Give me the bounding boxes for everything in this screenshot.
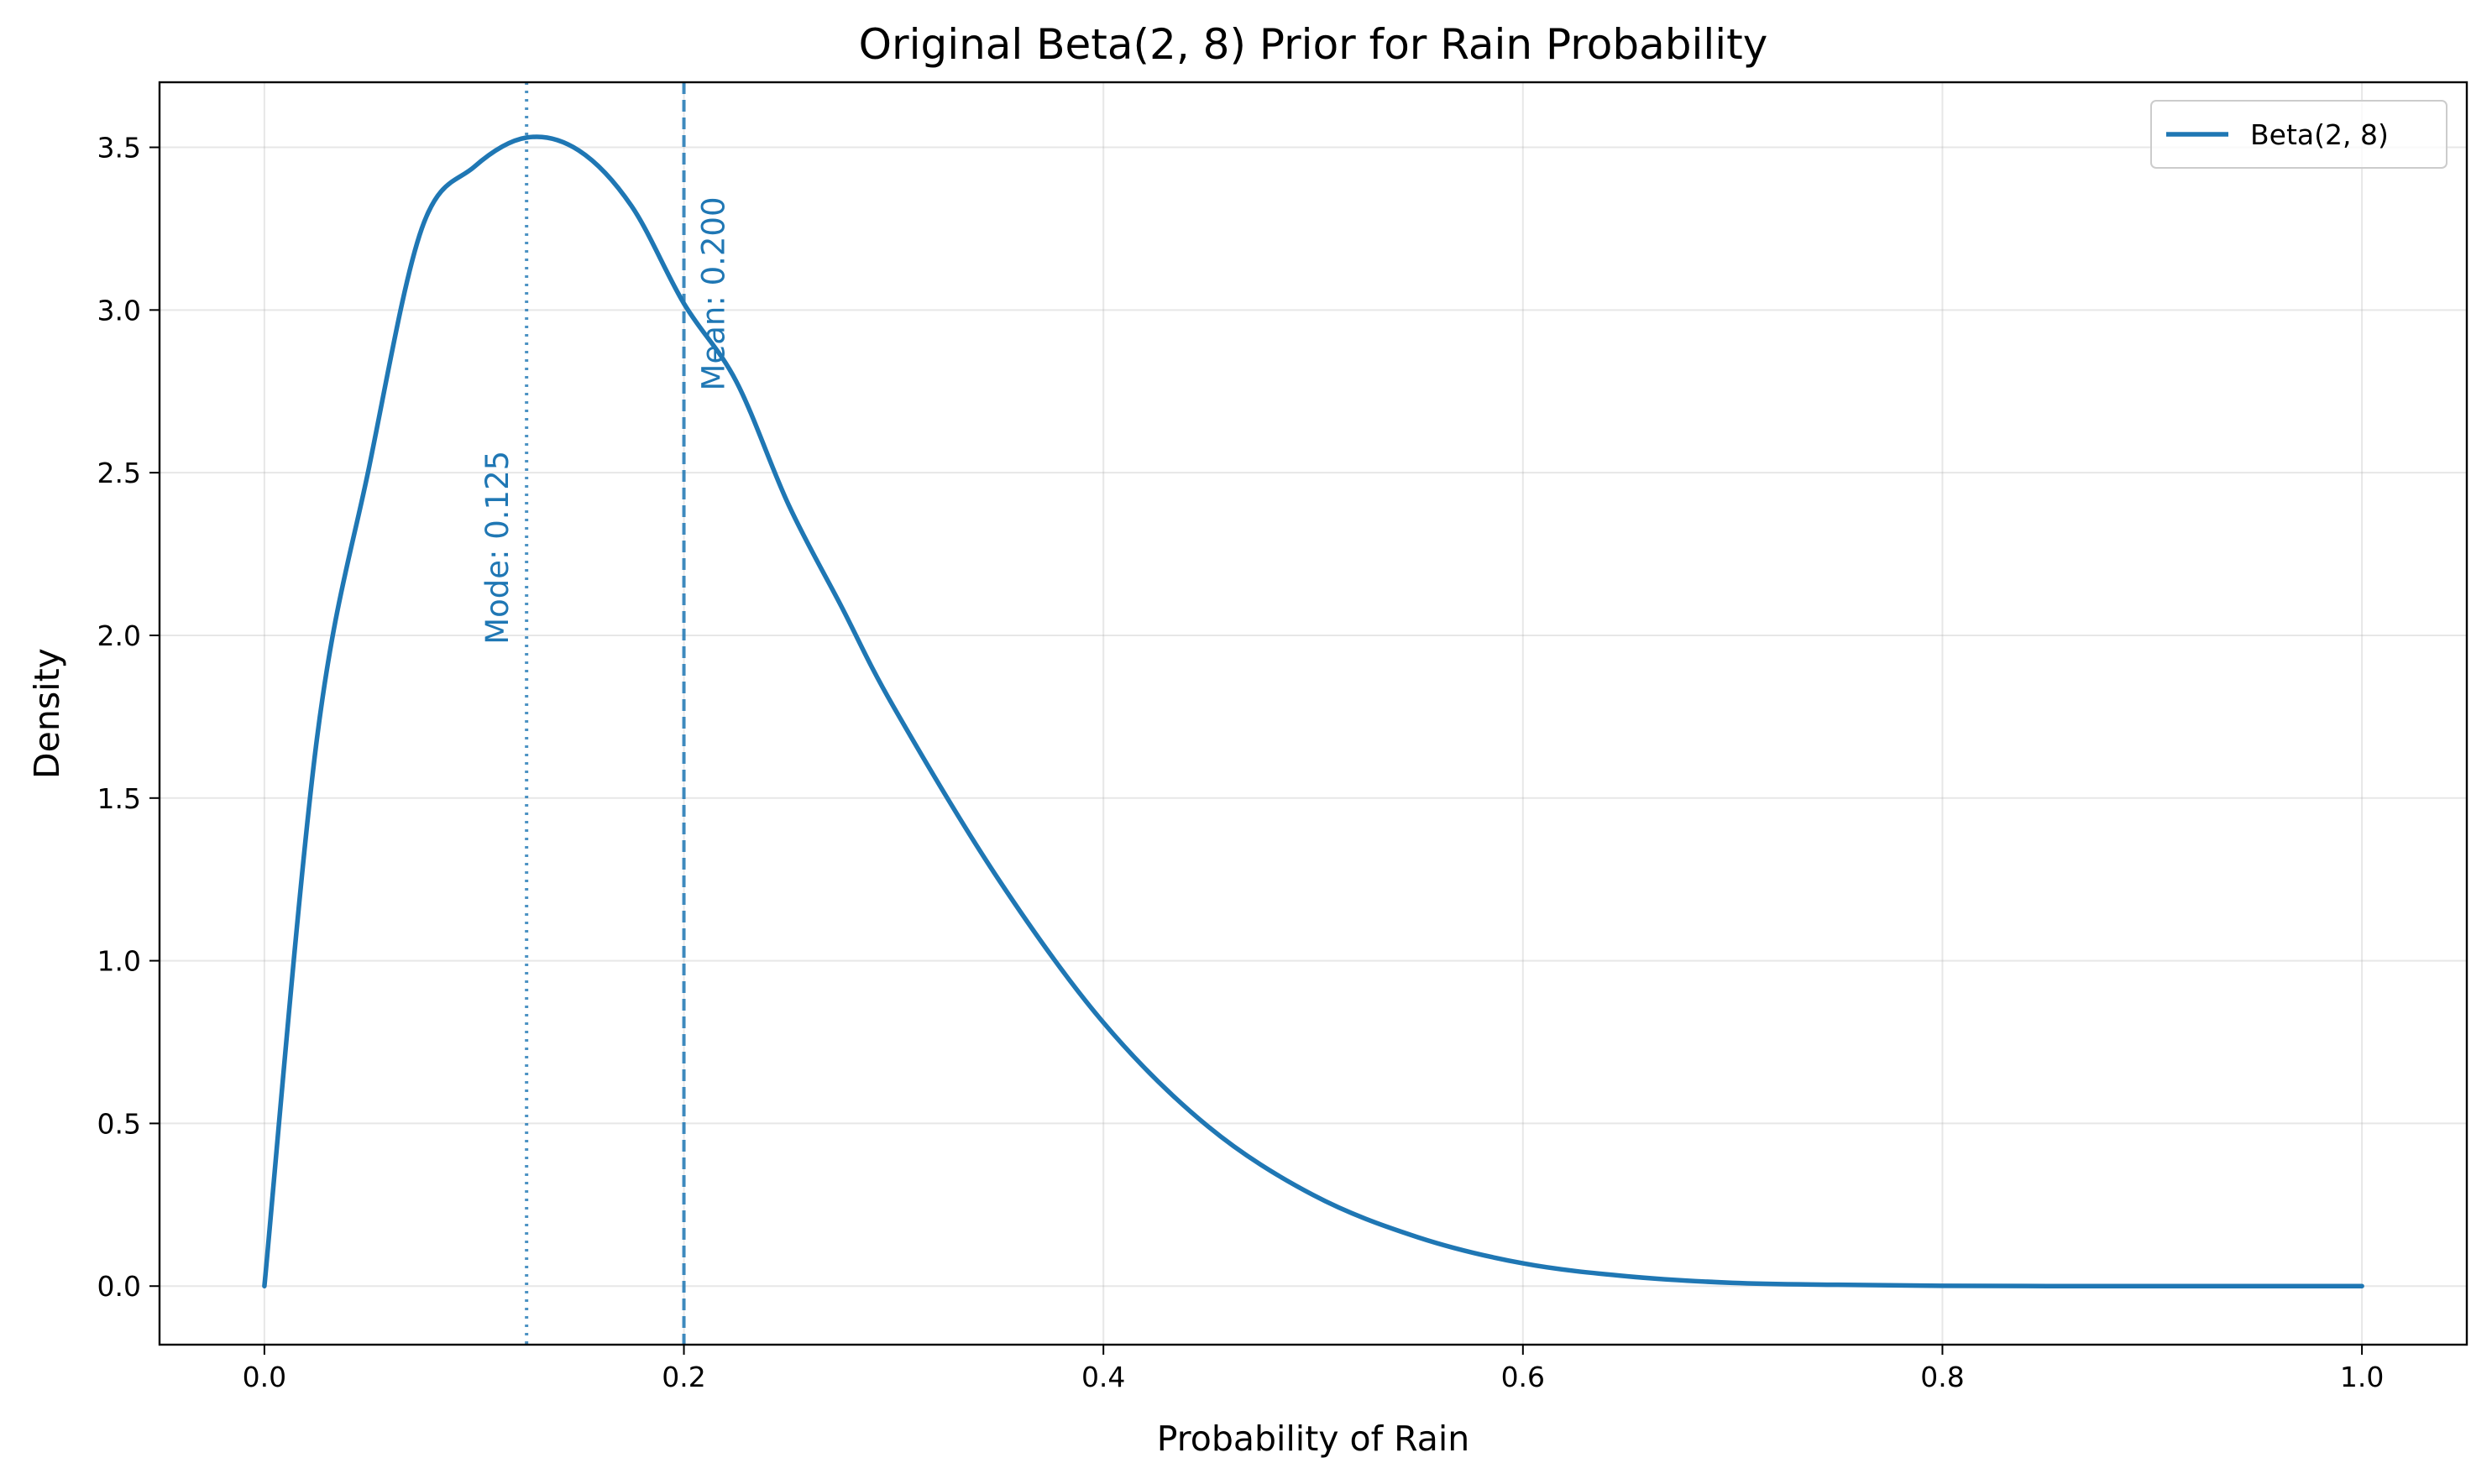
y-tick-label-5: 2.5 xyxy=(97,457,141,489)
y-tick-label-2: 1.0 xyxy=(97,945,141,978)
annotations: Mode: 0.125 Mean: 0.200 xyxy=(479,196,731,644)
series-line-0 xyxy=(262,134,2364,1289)
y-tick-label-3: 1.5 xyxy=(97,782,141,815)
x-tick-label-3: 0.6 xyxy=(1501,1361,1545,1393)
x-tick-label-0: 0.0 xyxy=(243,1361,286,1393)
mode-annotation: Mode: 0.125 xyxy=(479,451,516,645)
x-tick-label-4: 0.8 xyxy=(1920,1361,1964,1393)
vertical-reference-lines xyxy=(525,82,686,1345)
legend-box xyxy=(2150,100,2448,169)
y-tick-label-4: 2.0 xyxy=(97,619,141,652)
y-ticks: 0.0 0.5 1.0 1.5 2.0 2.5 3.0 3.5 xyxy=(97,132,160,1303)
y-tick-label-1: 0.5 xyxy=(97,1107,141,1140)
x-tick-label-1: 0.2 xyxy=(662,1361,705,1393)
legend-label-0: Beta(2, 8) xyxy=(2250,118,2389,151)
y-axis-label: Density xyxy=(27,648,67,779)
y-tick-label-6: 3.0 xyxy=(97,294,141,327)
series-lines xyxy=(262,134,2364,1289)
x-ticks: 0.0 0.2 0.4 0.6 0.8 1.0 xyxy=(243,1345,2384,1393)
legend: Beta(2, 8) xyxy=(2150,100,2448,169)
chart-title: Original Beta(2, 8) Prior for Rain Proba… xyxy=(859,20,1768,69)
y-tick-label-0: 0.0 xyxy=(97,1270,141,1303)
x-tick-label-5: 1.0 xyxy=(2340,1361,2384,1393)
x-axis-label: Probability of Rain xyxy=(1157,1419,1469,1459)
y-tick-label-7: 3.5 xyxy=(97,132,141,165)
mean-annotation: Mean: 0.200 xyxy=(696,196,732,390)
x-tick-label-2: 0.4 xyxy=(1081,1361,1125,1393)
grid-lines xyxy=(160,82,2467,1345)
plot-frame xyxy=(158,81,2468,1346)
